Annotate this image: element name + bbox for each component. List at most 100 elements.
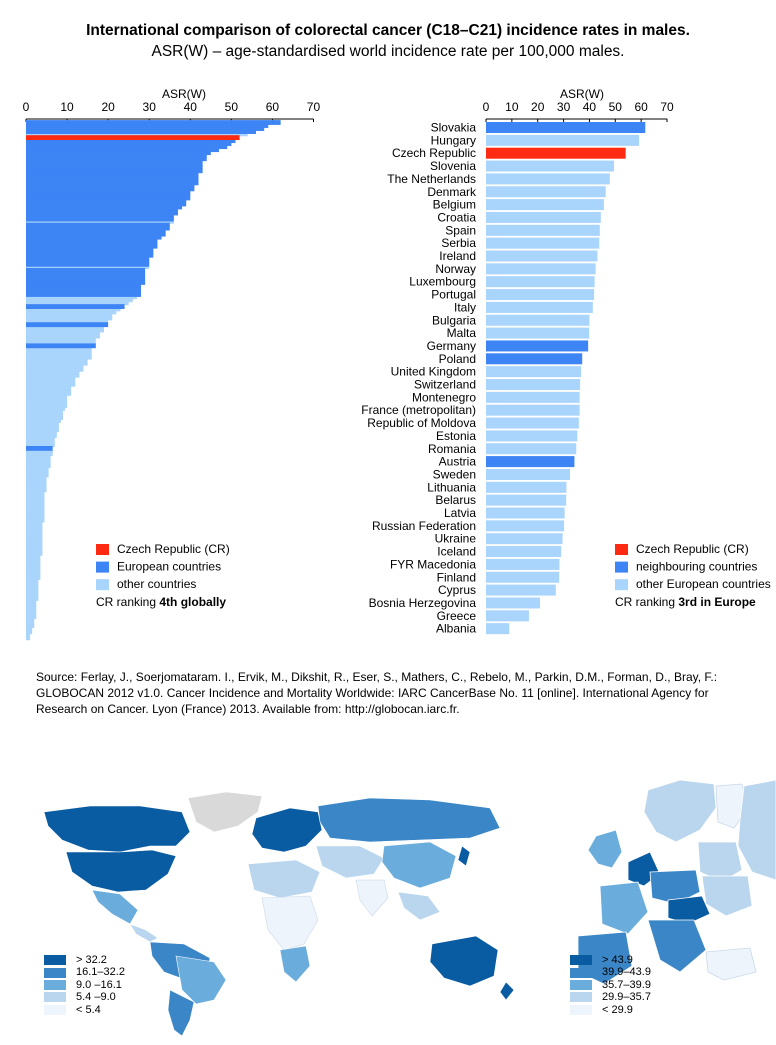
legend-swatch [615, 561, 628, 573]
map-region-canada [43, 805, 191, 853]
bar [26, 195, 191, 201]
bar [26, 341, 96, 345]
category-label: Switzerland [414, 378, 476, 392]
map-region-central-asia [315, 845, 385, 879]
bar [486, 391, 580, 403]
chart-subtitle: ASR(W) – age-standardised world incidenc… [151, 43, 625, 60]
category-label: Latvia [444, 506, 476, 520]
bar [26, 168, 203, 174]
bar [26, 255, 150, 261]
legend-swatch [44, 967, 66, 978]
bar [26, 243, 158, 249]
bar [26, 555, 41, 559]
legend-label: other countries [117, 577, 196, 591]
europe-map-legend: > 43.9 39.9–43.9 35.7–39.9 29.9–35.7 < 2… [570, 954, 651, 1016]
category-label: Czech Republic [392, 146, 476, 160]
bar [26, 386, 72, 390]
x-tick-label: 40 [583, 100, 597, 114]
bar [26, 156, 207, 162]
bar [26, 461, 51, 466]
category-label: Croatia [437, 210, 476, 224]
global-bar-chart: ASR(W) 0 10 20 30 40 50 60 70 Czech Republic (CR)… [23, 87, 320, 641]
bar [26, 392, 72, 396]
bar [26, 261, 150, 267]
world-legend-item: 5.4 –9.0 [44, 991, 125, 1003]
bar [26, 513, 45, 517]
bar [26, 301, 129, 306]
category-label: Bulgaria [432, 313, 476, 327]
map-region-japan [457, 845, 471, 867]
category-label: France (metropolitan) [361, 403, 476, 417]
category-label: Slovakia [431, 121, 477, 135]
bar [26, 210, 178, 216]
bar [486, 571, 560, 583]
bar [26, 473, 49, 478]
bar [486, 340, 589, 352]
bar [26, 177, 199, 183]
source-note: Source: Ferlay, J., Soerjomataram. I., E… [36, 670, 718, 716]
bar [486, 314, 590, 326]
bar [26, 552, 43, 556]
bar [26, 277, 146, 282]
bar [26, 630, 33, 635]
bar [26, 413, 63, 417]
category-label: Italy [454, 300, 476, 314]
bar [486, 468, 571, 480]
bar [26, 407, 66, 411]
bar [26, 350, 92, 354]
bar [26, 132, 248, 137]
x-tick-label: 60 [266, 100, 280, 114]
bar [26, 283, 141, 288]
bar [26, 280, 146, 285]
bar [26, 588, 39, 592]
bar [486, 533, 563, 545]
bar [486, 250, 598, 262]
bar [26, 534, 43, 538]
map-region-new-zealand [499, 981, 515, 1001]
category-label: Portugal [431, 288, 476, 302]
x-tick-label: 30 [557, 100, 571, 114]
bar [26, 335, 100, 339]
bar [26, 600, 37, 604]
bar [26, 126, 265, 131]
ranking-prefix: CR ranking [96, 595, 159, 609]
category-label: Denmark [427, 185, 477, 199]
legend-swatch [615, 579, 628, 591]
category-label: Poland [439, 352, 476, 366]
legend-swatch [570, 979, 592, 990]
bar [26, 549, 43, 553]
bar [486, 263, 596, 275]
bar [26, 422, 59, 426]
bar [26, 525, 43, 529]
bar [486, 211, 601, 223]
bar [26, 389, 72, 393]
bar [26, 174, 199, 180]
world-legend-item: 9.0 –16.1 [44, 979, 125, 991]
category-label: Cyprus [438, 583, 476, 597]
bar [26, 228, 166, 234]
bar [486, 558, 560, 570]
bar [26, 171, 199, 177]
bar [486, 456, 575, 468]
category-label: Malta [447, 326, 477, 340]
world-legend-item: < 5.4 [44, 1004, 125, 1016]
bar [26, 343, 96, 349]
category-label: Norway [435, 262, 476, 276]
legend-label: European countries [117, 560, 221, 574]
bar [26, 289, 141, 294]
bar [26, 519, 45, 523]
bar [26, 425, 59, 429]
bar [26, 398, 68, 402]
europe-map [538, 770, 776, 1035]
bar [26, 162, 203, 168]
map-region-argentina [167, 989, 195, 1037]
bar [26, 491, 45, 496]
bar [26, 198, 187, 204]
bar [26, 356, 92, 360]
legend-label: 29.9–35.7 [602, 991, 651, 1004]
bar [26, 249, 154, 255]
europe-legend-item: 29.9–35.7 [570, 991, 651, 1003]
bar [26, 500, 45, 505]
legend-label: > 43.9 [602, 954, 633, 966]
bar [26, 504, 45, 508]
